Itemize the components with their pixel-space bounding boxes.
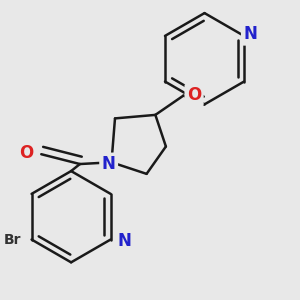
Text: Br: Br: [4, 232, 21, 247]
Text: O: O: [19, 144, 34, 162]
Text: N: N: [102, 155, 116, 173]
Text: O: O: [187, 86, 201, 104]
Text: N: N: [243, 25, 257, 43]
Text: N: N: [118, 232, 131, 250]
